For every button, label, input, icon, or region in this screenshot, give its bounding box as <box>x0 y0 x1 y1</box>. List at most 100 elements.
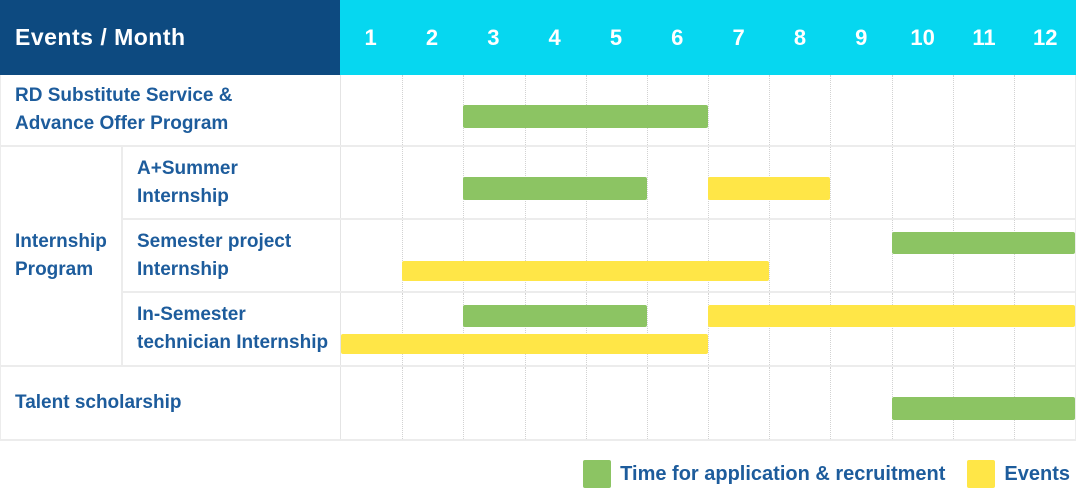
group-subrows: A+Summer Internship Semester project Int… <box>123 147 1075 365</box>
month-gridline <box>891 220 893 291</box>
gantt-bar-event <box>341 334 708 354</box>
month-label-4: 4 <box>548 24 561 50</box>
month-gridline <box>769 220 771 291</box>
table-group-internship-program: Internship Program A+Summer Internship S… <box>1 147 1075 367</box>
row-label: A+Summer <box>137 157 238 179</box>
month-gridline <box>463 367 465 439</box>
month-gridline <box>830 293 832 365</box>
month-gridline <box>646 293 648 365</box>
gantt-bar-application <box>891 397 1075 420</box>
month-gridline <box>402 293 404 365</box>
row-label: technician Internship <box>137 332 329 353</box>
table-header-row: Events / Month 1 2 3 4 5 6 7 8 9 10 11 1… <box>0 0 1076 75</box>
legend-item-events: Events <box>967 460 1070 488</box>
month-gridline <box>646 220 648 291</box>
gantt-bar-application <box>463 305 647 327</box>
gantt-bar-application <box>463 105 708 128</box>
row-label: Internship <box>137 185 229 207</box>
legend-swatch-yellow <box>967 460 996 488</box>
month-gridline <box>402 220 404 291</box>
row-label: Advance Offer Program <box>15 113 229 134</box>
month-label-10: 10 <box>910 24 935 50</box>
legend-item-application: Time for application & recruitment <box>583 460 945 488</box>
month-gridline <box>1013 75 1015 145</box>
month-gridline <box>524 293 526 365</box>
month-gridline <box>769 293 771 365</box>
month-gridline <box>708 367 709 439</box>
gantt-track <box>340 220 1075 291</box>
gantt-track <box>340 147 1075 218</box>
row-label: RD Substitute Service & <box>15 85 233 106</box>
table-body: RD Substitute Service & Advance Offer Pr… <box>0 75 1076 441</box>
month-gridline <box>952 220 954 291</box>
month-gridline <box>769 367 771 439</box>
month-gridline <box>402 367 404 439</box>
gantt-track <box>340 367 1075 439</box>
month-gridline <box>830 75 832 145</box>
month-gridline <box>1013 147 1015 218</box>
month-gridline <box>708 293 709 365</box>
gantt-track <box>340 75 1075 145</box>
table-row-in-semester-technician: In-Semester technician Internship <box>123 293 1075 365</box>
gantt-table: Events / Month 1 2 3 4 5 6 7 8 9 10 11 1… <box>0 0 1076 441</box>
month-label-5: 5 <box>609 24 623 50</box>
row-label-cell: Talent scholarship <box>1 367 340 439</box>
month-gridline <box>830 147 832 218</box>
row-label: Semester project <box>137 230 292 252</box>
month-gridline <box>585 293 587 365</box>
gantt-bar-application <box>891 232 1075 254</box>
gantt-bar-event <box>402 261 770 281</box>
table-row-semester-project: Semester project Internship <box>123 220 1075 293</box>
table-row-a-plus-summer: A+Summer Internship <box>123 147 1075 220</box>
month-gridline <box>402 147 404 218</box>
month-label-12: 12 <box>1033 24 1058 50</box>
month-gridline <box>891 147 893 218</box>
month-gridline <box>646 367 648 439</box>
row-label: Talent scholarship <box>15 392 182 413</box>
legend: Time for application & recruitment Event… <box>583 460 1070 488</box>
month-gridline <box>1013 220 1015 291</box>
group-label: Program <box>15 259 94 280</box>
table-row-rd-substitute: RD Substitute Service & Advance Offer Pr… <box>1 75 1075 147</box>
month-gridline <box>524 220 526 291</box>
row-label-cell: In-Semester technician Internship <box>123 293 340 365</box>
group-label: Internship <box>15 231 107 252</box>
row-label-cell: RD Substitute Service & Advance Offer Pr… <box>1 75 340 145</box>
row-label-cell: A+Summer Internship <box>123 147 340 218</box>
row-label: Internship <box>137 258 229 280</box>
month-label-7: 7 <box>732 24 745 50</box>
month-axis: 1 2 3 4 5 6 7 8 9 10 11 12 <box>340 0 1076 75</box>
month-gridline <box>891 293 893 365</box>
month-gridline <box>952 293 954 365</box>
month-gridline <box>585 220 587 291</box>
gantt-track <box>340 293 1075 365</box>
month-gridline <box>463 293 465 365</box>
month-label-6: 6 <box>671 24 684 50</box>
month-label-2: 2 <box>425 24 439 50</box>
legend-label: Time for application & recruitment <box>620 462 946 485</box>
month-gridline <box>891 75 893 145</box>
month-gridline <box>769 75 771 145</box>
legend-label: Events <box>1004 462 1070 485</box>
month-gridline <box>402 75 404 145</box>
group-label-cell: Internship Program <box>1 147 123 365</box>
month-gridline <box>952 75 954 145</box>
gantt-bar-event <box>708 305 1075 327</box>
month-gridline <box>708 75 709 145</box>
gantt-bar-application <box>463 177 647 200</box>
month-label-11: 11 <box>972 24 996 50</box>
month-gridline <box>585 367 587 439</box>
table-row-talent-scholarship: Talent scholarship <box>1 367 1075 439</box>
gantt-bar-event <box>708 177 831 200</box>
row-label-cell: Semester project Internship <box>123 220 340 291</box>
month-gridline <box>952 147 954 218</box>
month-gridline <box>708 220 709 291</box>
header-title: Events / Month <box>15 24 186 50</box>
month-gridline <box>830 220 832 291</box>
month-label-3: 3 <box>487 24 500 50</box>
month-gridline <box>463 220 465 291</box>
month-label-8: 8 <box>793 24 807 50</box>
legend-swatch-green <box>583 460 612 488</box>
month-gridline <box>646 147 648 218</box>
